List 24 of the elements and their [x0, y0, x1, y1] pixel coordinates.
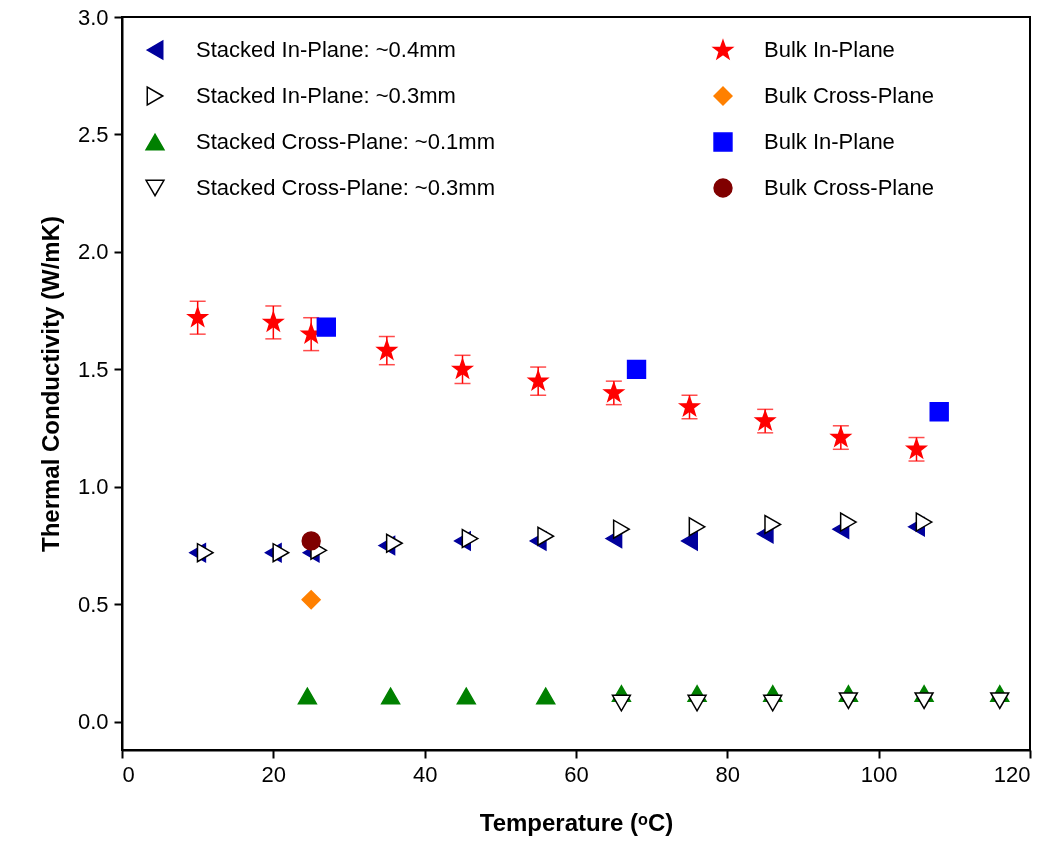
legend-label: Stacked Cross-Plane: ~0.1mm — [196, 129, 495, 154]
x-tick-label: 60 — [564, 761, 589, 787]
legend-label: Bulk Cross-Plane — [764, 175, 934, 200]
x-tick-label: 120 — [993, 761, 1031, 787]
x-tick-label: 40 — [412, 761, 438, 787]
legend-label: Stacked In-Plane: ~0.4mm — [196, 37, 456, 63]
x-tick-label: 0 — [122, 761, 135, 787]
legend-label: Bulk In-Plane — [764, 37, 895, 63]
y-tick-label: 1.0 — [77, 474, 109, 500]
legend-label: Bulk Cross-Plane — [764, 83, 934, 108]
legend-label: Bulk In-Plane — [764, 129, 895, 154]
legend-label: Stacked Cross-Plane: ~0.3mm — [196, 175, 495, 200]
y-tick-label: 0.0 — [77, 709, 109, 735]
y-axis-title: Thermal Conductivity (W/mK) — [36, 215, 64, 553]
x-axis-title: Temperature (ᵒC) — [479, 808, 674, 836]
y-tick-label: 2.5 — [77, 121, 109, 147]
y-tick-label: 3.0 — [77, 4, 109, 30]
y-tick-label: 0.5 — [77, 591, 109, 617]
legend-label: Stacked In-Plane: ~0.3mm — [196, 83, 456, 108]
y-tick-label: 1.5 — [77, 356, 109, 382]
y-tick-label: 2.0 — [77, 239, 109, 265]
x-tick-label: 100 — [860, 761, 898, 787]
x-tick-label: 80 — [715, 761, 741, 787]
x-tick-label: 20 — [261, 761, 287, 787]
